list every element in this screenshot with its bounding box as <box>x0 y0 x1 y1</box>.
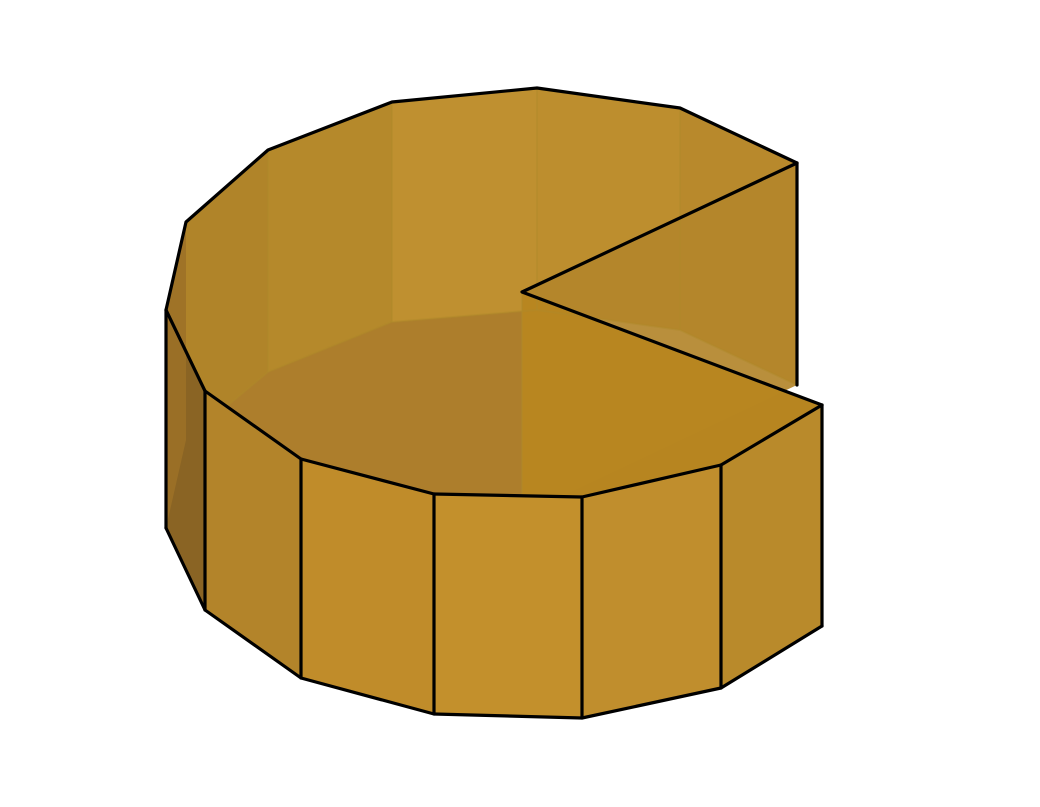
notch-top-edge <box>520 161 824 407</box>
inner-wall-face-2 <box>268 102 392 372</box>
hidden-floor-outline <box>185 308 798 441</box>
outer-wall-face-5 <box>582 465 721 718</box>
outer-wall-face-left-top <box>166 222 186 528</box>
top-rim-back-edge <box>164 86 799 312</box>
outer-wall-face-2 <box>205 391 301 678</box>
outer-wall-face-6 <box>721 405 822 688</box>
inner-wall-face-3 <box>392 88 537 322</box>
outer-wall-face-3 <box>301 459 434 714</box>
outer-wall-face-4 <box>434 494 582 718</box>
inner-wall-face-1 <box>186 150 268 440</box>
